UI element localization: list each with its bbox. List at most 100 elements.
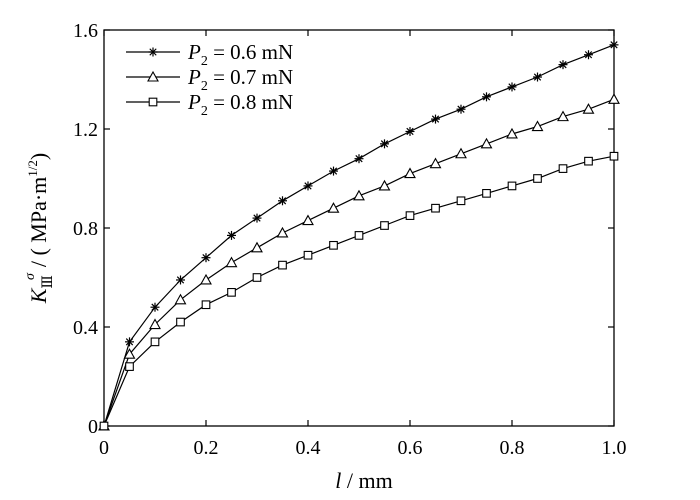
star-stroke: [431, 115, 440, 123]
data-point: [149, 318, 161, 330]
legend-marker: [148, 97, 158, 107]
data-point: [482, 92, 491, 102]
star-stroke: [610, 41, 618, 49]
star-stroke: [304, 182, 312, 190]
data-point: [482, 189, 491, 198]
data-point: [405, 126, 415, 136]
data-point: [380, 221, 389, 230]
star-stroke: [278, 197, 287, 205]
data-point: [303, 181, 313, 191]
data-point: [251, 241, 263, 253]
series-triangle: [98, 93, 620, 431]
legend-label: P2 = 0.6 mN: [187, 40, 293, 69]
data-point: [278, 260, 287, 270]
data-point: [378, 179, 391, 191]
data-point: [533, 174, 542, 183]
y-tick-label: 0.8: [73, 218, 98, 240]
data-point: [278, 196, 287, 206]
data-point: [354, 154, 364, 164]
data-point: [225, 256, 238, 268]
data-point: [201, 300, 211, 310]
data-point: [557, 110, 569, 122]
y-tick-label: 1.6: [73, 20, 98, 42]
data-point: [431, 114, 440, 124]
star-stroke: [380, 140, 389, 148]
data-point: [582, 103, 595, 114]
plot-area: 0 0.2 0.4 0.6 0.8 1.0 0 0.4 0.8 1.2 1.6 P2 = 0.6 mN…: [73, 20, 627, 459]
star-stroke: [125, 338, 134, 346]
data-point: [531, 120, 544, 132]
data-point: [150, 337, 160, 347]
data-point: [609, 40, 619, 50]
data-point: [429, 157, 442, 169]
data-point: [99, 421, 109, 431]
star-stroke: [559, 60, 567, 69]
star-stroke: [176, 276, 185, 284]
data-point: [456, 104, 466, 114]
data-point: [200, 273, 212, 285]
star-stroke: [533, 73, 542, 81]
star-stroke: [253, 214, 261, 222]
data-point: [507, 82, 517, 92]
data-point: [252, 273, 262, 282]
data-point: [353, 189, 365, 201]
series-square: [99, 151, 619, 431]
data-point: [507, 181, 517, 191]
data-point: [354, 231, 364, 240]
star-stroke: [151, 303, 159, 311]
x-tick-label: 0.6: [398, 437, 423, 459]
data-point: [303, 250, 313, 260]
data-point: [227, 230, 236, 240]
data-point: [456, 196, 466, 206]
data-point: [302, 214, 314, 226]
data-point: [150, 302, 160, 312]
data-point: [431, 203, 440, 213]
x-tick-label: 0.4: [296, 437, 321, 459]
data-point: [405, 211, 415, 220]
star-stroke: [329, 167, 338, 175]
legend-label: P2 = 0.8 mN: [187, 90, 293, 119]
data-point: [455, 147, 467, 159]
x-tick-label: 0.8: [500, 437, 525, 459]
data-point: [125, 362, 134, 371]
data-point: [329, 240, 338, 250]
y-tick-label: 0: [88, 416, 98, 438]
x-tick-label: 1.0: [602, 437, 627, 459]
data-point: [506, 127, 518, 139]
data-point: [176, 275, 185, 285]
star-stroke: [508, 83, 516, 91]
data-point: [609, 151, 619, 161]
legend-marker: [148, 47, 158, 57]
star-stroke: [457, 105, 465, 113]
data-point: [480, 137, 493, 149]
y-axis-title: KⅢσ/ ( MPa·m1/2): [23, 153, 56, 305]
data-point: [558, 60, 568, 70]
data-point: [201, 253, 211, 263]
series-line: [103, 98, 615, 427]
star-stroke: [227, 231, 236, 240]
data-point: [123, 348, 136, 359]
legend-marker: [147, 70, 159, 82]
data-point: [404, 167, 416, 179]
star-stroke: [482, 93, 491, 101]
series-star: [99, 40, 619, 431]
data-point: [533, 72, 542, 82]
data-point: [125, 337, 134, 347]
star-stroke: [406, 127, 414, 136]
star-stroke: [149, 48, 157, 56]
plot-frame: [103, 29, 615, 427]
y-tick-label: 0.4: [73, 317, 98, 339]
x-tick-label: 0: [99, 437, 109, 459]
x-axis-title: l / mm: [335, 468, 392, 493]
data-point: [608, 93, 620, 104]
data-point: [176, 317, 185, 327]
data-point: [584, 50, 593, 60]
star-stroke: [355, 155, 363, 163]
data-point: [252, 213, 262, 223]
data-point: [276, 226, 289, 238]
star-stroke: [202, 254, 210, 262]
y-tick-label: 1.2: [73, 119, 98, 141]
